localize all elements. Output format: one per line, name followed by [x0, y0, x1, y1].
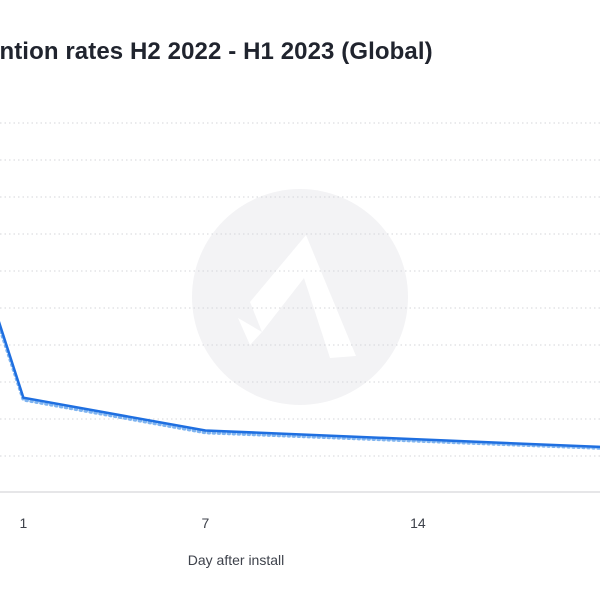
brand-logo-watermark-icon — [192, 189, 408, 405]
x-tick-labels: 1 7 14 — [20, 515, 426, 531]
chart-title: ention rates H2 2022 - H1 2023 (Global) — [0, 38, 600, 66]
x-tick-label-2: 14 — [410, 515, 426, 531]
x-tick-label-1: 7 — [202, 515, 210, 531]
x-tick-label-0: 1 — [20, 515, 28, 531]
series-layer — [0, 321, 600, 450]
chart-title-text: ention rates H2 2022 - H1 2023 (Global) — [0, 38, 433, 65]
gridlines — [0, 122, 600, 457]
series-line-0-solid — [0, 321, 600, 449]
x-axis-label: Day after install — [187, 552, 285, 568]
